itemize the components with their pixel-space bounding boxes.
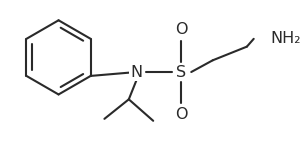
Text: O: O [175,22,188,37]
Text: NH₂: NH₂ [270,31,301,46]
Text: O: O [175,107,188,122]
Text: N: N [131,65,143,79]
Text: S: S [177,65,187,79]
